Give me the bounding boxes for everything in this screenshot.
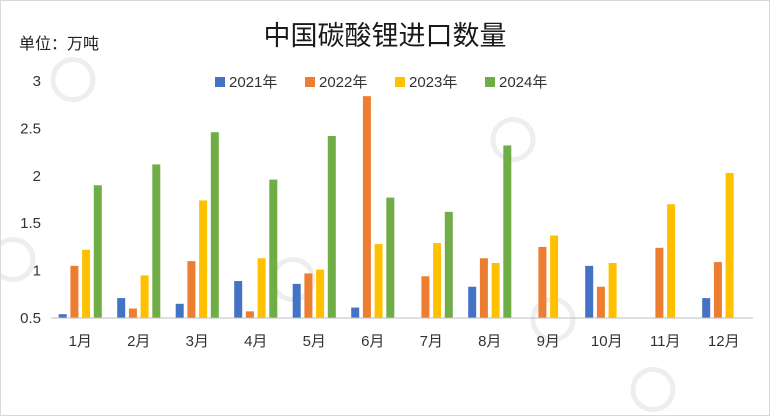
legend-swatch: [395, 77, 405, 87]
bar: [667, 204, 676, 318]
bar: [421, 276, 430, 318]
x-tick-label: 11月: [650, 333, 681, 350]
bar: [608, 263, 617, 318]
bar: [351, 307, 360, 318]
bar: [58, 314, 67, 318]
bar: [152, 164, 161, 318]
bar: [187, 261, 196, 318]
y-tick-label: 0.5: [20, 310, 41, 327]
x-tick-label: 3月: [186, 333, 209, 350]
bar: [713, 262, 722, 318]
x-tick-label: 10月: [591, 333, 623, 350]
legend-label: 2024年: [499, 74, 547, 91]
bar: [503, 145, 512, 318]
watermark-logo-icon: [630, 367, 676, 413]
unit-label: 单位：万吨: [19, 34, 99, 53]
legend-label: 2021年: [229, 74, 277, 91]
bar: [596, 286, 605, 318]
bar: [117, 298, 126, 318]
x-tick-label: 12月: [708, 333, 740, 350]
chart-title: 中国碳酸锂进口数量: [264, 21, 507, 52]
bar: [327, 135, 336, 318]
x-tick-label: 2月: [127, 333, 150, 350]
bar: [433, 243, 442, 318]
bar: [82, 249, 91, 318]
bar: [304, 273, 313, 318]
x-tick-label: 9月: [537, 333, 560, 350]
bar: [70, 265, 79, 318]
watermark-logo-icon: [1, 237, 36, 283]
x-tick-label: 1月: [69, 333, 92, 350]
bar: [292, 283, 301, 318]
x-tick-label: 7月: [420, 333, 443, 350]
legend-label: 2022年: [319, 74, 367, 91]
watermark-logo-icon: [50, 57, 96, 103]
bar: [128, 308, 137, 318]
watermark: [50, 57, 96, 103]
legend-label: 2023年: [409, 74, 457, 91]
bar: [479, 258, 488, 318]
bar: [491, 263, 500, 318]
bar: [175, 303, 184, 318]
bar: [245, 311, 254, 318]
bar: [655, 247, 664, 318]
watermark-logo-icon: [490, 117, 536, 163]
bar: [386, 197, 395, 318]
watermark-layer: [1, 57, 676, 413]
x-tick-label: 4月: [244, 333, 267, 350]
watermark: [1, 237, 36, 283]
bar: [585, 265, 594, 318]
bar: [93, 185, 102, 318]
y-tick-label: 2.5: [20, 120, 41, 137]
bar: [140, 275, 149, 318]
legend-swatch: [215, 77, 225, 87]
bars: [58, 96, 734, 318]
x-tick-label: 5月: [303, 333, 326, 350]
y-axis: 0.5 1 1.5 2 2.5 3: [20, 73, 41, 327]
legend: 2021年 2022年 2023年 2024年: [215, 74, 547, 91]
bar: [538, 246, 547, 318]
x-axis: 1月 2月 3月 4月 5月 6月 7月 8月 9月 10月 11月 12月: [51, 317, 753, 350]
bar: [316, 269, 325, 318]
bar: [468, 286, 477, 318]
bar: [444, 211, 453, 318]
y-tick-label: 3: [33, 73, 41, 90]
bar: [234, 281, 243, 318]
bar: [374, 244, 383, 318]
y-tick-label: 1: [33, 263, 41, 280]
x-tick-label: 8月: [478, 333, 501, 350]
x-tick-label: 6月: [361, 333, 384, 350]
bar: [199, 200, 208, 318]
bar: [257, 258, 266, 318]
bar: [210, 132, 219, 318]
bar: [725, 172, 734, 318]
bar: [702, 298, 711, 318]
watermark: [490, 117, 536, 163]
watermark: [630, 367, 676, 413]
bar: [269, 179, 278, 318]
bar: [550, 235, 559, 318]
bar: [362, 96, 371, 318]
legend-swatch: [485, 77, 495, 87]
legend-swatch: [305, 77, 315, 87]
y-tick-label: 2: [33, 168, 41, 185]
y-tick-label: 1.5: [20, 215, 41, 232]
